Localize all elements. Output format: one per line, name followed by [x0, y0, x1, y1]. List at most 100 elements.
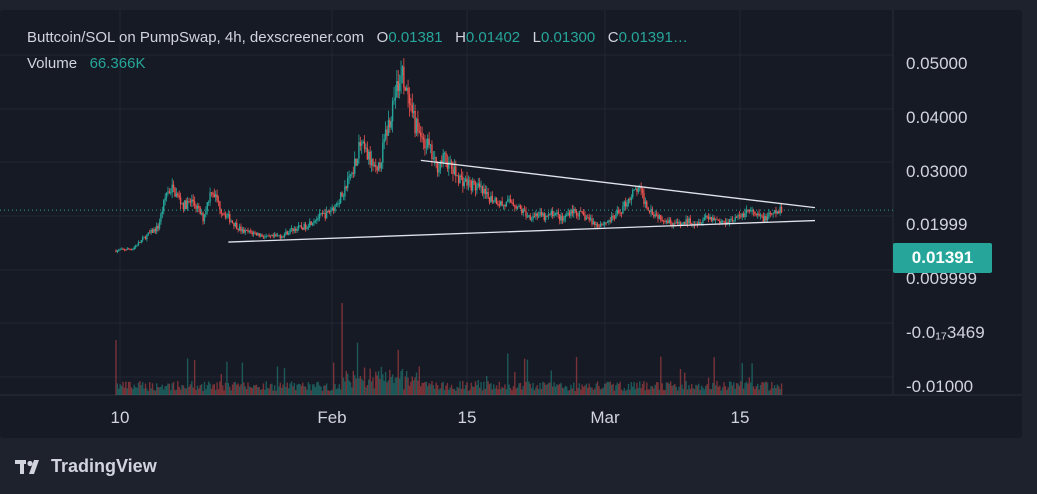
candle: [302, 227, 304, 231]
candle: [368, 149, 370, 165]
volume-bar: [317, 381, 319, 395]
volume-bar: [744, 383, 746, 395]
candle: [252, 230, 255, 237]
volume-bar: [412, 380, 415, 395]
volume-bar: [688, 385, 690, 395]
candlestick-chart[interactable]: 0.05000 0.04000 0.03000 0.01999 0.009999 -0.0…: [0, 10, 1022, 438]
volume-bar: [141, 382, 144, 395]
candle: [626, 199, 628, 210]
volume-bar: [275, 390, 277, 395]
candle: [741, 212, 743, 221]
volume-bar: [509, 388, 512, 395]
close-value: 0.01391…: [618, 29, 688, 46]
volume-bar: [236, 384, 238, 395]
candle: [258, 233, 260, 238]
candle: [689, 215, 692, 225]
candle: [657, 212, 659, 223]
volume-bar: [427, 386, 429, 395]
volume-bar: [550, 370, 552, 395]
candle: [522, 207, 524, 217]
candle: [206, 202, 208, 215]
volume-bar: [595, 383, 597, 395]
volume-bar: [394, 377, 397, 395]
volume-bar: [616, 382, 618, 395]
volume-bar: [271, 383, 273, 395]
chart-panel[interactable]: 0.05000 0.04000 0.03000 0.01999 0.009999 -0.0…: [0, 10, 1022, 438]
candle: [507, 195, 509, 203]
candle: [363, 135, 366, 153]
volume-bar: [153, 389, 155, 395]
candle: [578, 210, 581, 220]
candle: [181, 202, 183, 205]
candle: [234, 221, 237, 228]
candle: [275, 232, 277, 238]
volume-bar: [365, 387, 367, 395]
volume-bar: [751, 363, 753, 395]
volume-bar: [540, 389, 543, 395]
candle: [434, 150, 436, 167]
volume-bar: [407, 377, 409, 395]
volume-bar: [515, 388, 517, 395]
volume-bar: [582, 386, 585, 395]
candle: [754, 211, 756, 217]
chart-grid: [0, 10, 1022, 396]
volume-bar: [452, 388, 454, 395]
candle: [306, 225, 308, 231]
volume-bar: [118, 388, 120, 395]
candle: [219, 200, 221, 215]
candle: [366, 141, 369, 161]
volume-bar: [775, 387, 777, 395]
volume-label: Volume: [27, 55, 78, 72]
candle: [389, 117, 391, 133]
volume-bar: [721, 387, 724, 395]
volume-bar: [689, 388, 692, 395]
volume-bar: [761, 382, 763, 395]
candle: [398, 74, 401, 99]
volume-bar: [192, 387, 194, 395]
volume-bar: [681, 384, 683, 395]
candle: [709, 213, 711, 220]
high-key: H: [455, 29, 466, 46]
volume-bar: [675, 386, 677, 395]
candle: [449, 155, 451, 165]
volume-bar: [735, 382, 738, 395]
volume-bar: [400, 370, 402, 395]
volume-bar: [344, 381, 346, 395]
volume-bar: [501, 386, 503, 395]
candle: [318, 209, 321, 222]
volume-bar: [728, 381, 731, 395]
candle: [751, 206, 753, 215]
candle: [330, 206, 332, 217]
volume-bar: [285, 386, 287, 395]
candle: [728, 218, 731, 227]
open-value: 0.01381: [388, 29, 443, 46]
candle: [521, 205, 523, 216]
volume-bar: [436, 385, 439, 395]
volume-bar: [248, 386, 251, 395]
candle: [369, 145, 371, 168]
candle: [351, 171, 353, 179]
candle: [217, 195, 220, 207]
volume-bar: [456, 386, 458, 395]
volume-bar: [608, 381, 610, 395]
volume-bar: [632, 386, 634, 395]
candle: [516, 205, 519, 210]
tradingview-brand[interactable]: TradingView: [15, 456, 157, 477]
candle: [588, 213, 590, 223]
candle: [185, 198, 187, 210]
volume-bar: [612, 383, 614, 395]
candle: [740, 213, 742, 219]
volume-bar: [497, 389, 499, 395]
candle: [511, 199, 513, 205]
volume-bar: [257, 387, 259, 395]
candle: [749, 207, 752, 213]
candle: [149, 229, 151, 234]
candle: [243, 226, 245, 234]
candle: [328, 209, 331, 215]
candle: [620, 211, 623, 218]
volume-bar: [115, 340, 117, 395]
candle: [529, 213, 531, 221]
candle: [341, 191, 343, 197]
volume-bar: [410, 381, 412, 395]
candle: [603, 221, 606, 228]
